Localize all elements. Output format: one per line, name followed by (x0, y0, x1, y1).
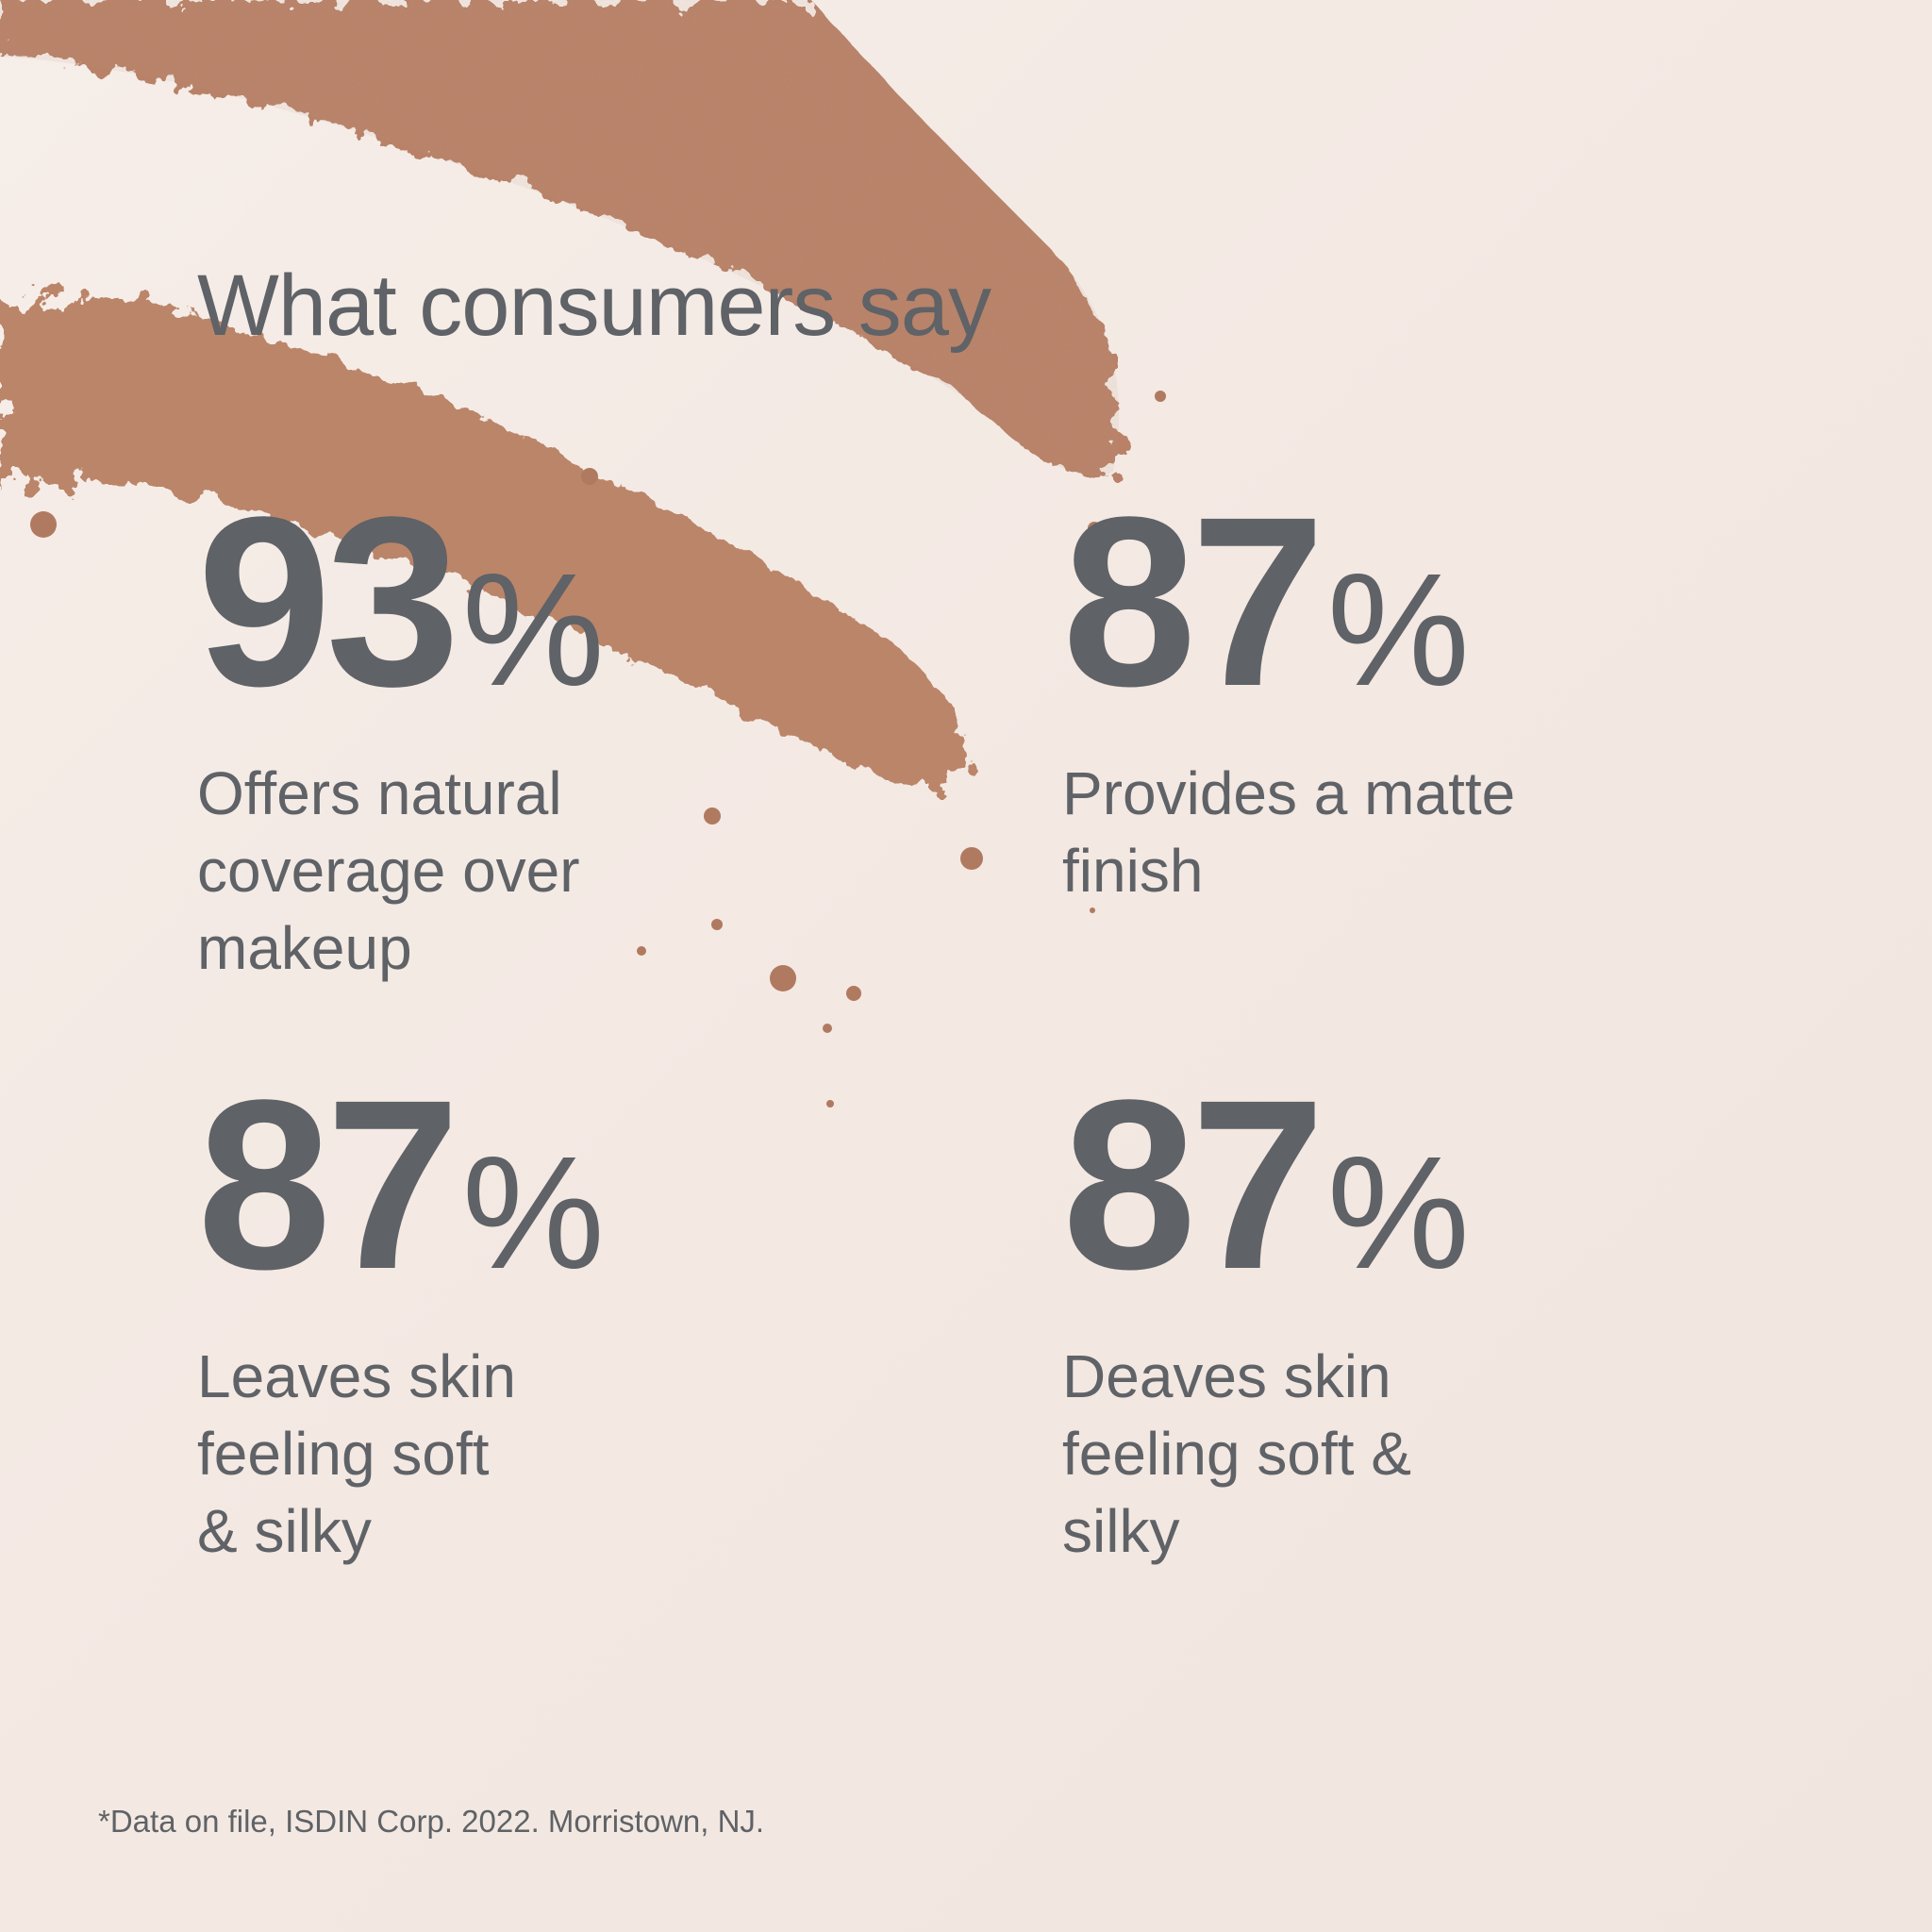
stat-unit: % (1326, 541, 1470, 720)
stat-unit: % (461, 541, 605, 720)
page-title: What consumers say (197, 258, 991, 354)
stat-number: 87 (197, 1050, 460, 1320)
stat-description: Provides a matte finish (1062, 759, 1516, 905)
footnote: *Data on file, ISDIN Corp. 2022. Morrist… (98, 1804, 765, 1839)
stat-soft-silky: 87% Leaves skin feeling soft & silky (197, 1064, 605, 1570)
stat-description: Offers natural coverage over makeup (197, 759, 580, 982)
stat-natural-coverage: 93% Offers natural coverage over makeup (197, 481, 605, 987)
stat-number: 93 (197, 467, 460, 737)
stat-description: Leaves skin feeling soft & silky (197, 1342, 516, 1565)
stat-unit: % (1326, 1124, 1470, 1303)
stat-soft-silky-2: 87% Deaves skin feeling soft & silky (1062, 1064, 1470, 1570)
stat-matte-finish: 87% Provides a matte finish (1062, 481, 1515, 909)
stat-description: Deaves skin feeling soft & silky (1062, 1342, 1411, 1565)
stat-unit: % (461, 1124, 605, 1303)
stat-number: 87 (1062, 467, 1325, 737)
stat-number: 87 (1062, 1050, 1325, 1320)
